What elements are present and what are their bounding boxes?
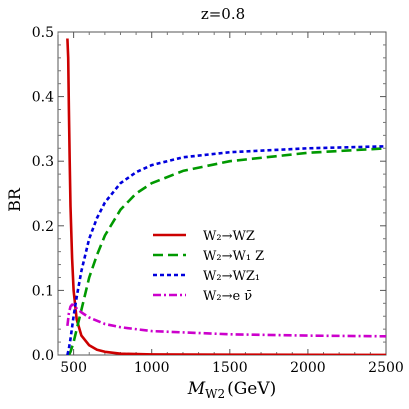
x-tick-label: 2500 — [368, 360, 404, 376]
y-axis-label: BR — [5, 187, 24, 212]
y-tick-label: 0.2 — [32, 219, 54, 235]
x-axis-label-sub: W2 — [205, 387, 225, 401]
y-tick-label: 0.4 — [32, 90, 54, 106]
legend-label-4: W₂→e ν̄ — [203, 289, 252, 304]
y-tick-label: 0.3 — [32, 154, 54, 170]
y-tick-label: 0.1 — [32, 283, 54, 299]
x-axis-label-main: M — [187, 379, 206, 399]
plot-frame — [57, 31, 387, 356]
legend-label-3: W₂→WZ₁ — [203, 269, 260, 284]
y-tick-label: 0.5 — [32, 25, 54, 41]
legend: W₂→WZ W₂→W₁ Z W₂→WZ₁ W₂→e ν̄ — [153, 229, 264, 304]
series-line-4 — [66, 303, 386, 338]
x-tick-label: 500 — [60, 360, 87, 376]
x-tick-label: 1500 — [212, 360, 248, 376]
series-line-2 — [67, 147, 386, 355]
y-tick-label: 0.0 — [32, 348, 54, 364]
legend-label-2: W₂→W₁ Z — [203, 249, 264, 264]
axes: 500 1000 1500 2000 2500 0.0 0.1 0.2 0.3 0.4 0.5 — [32, 25, 404, 376]
x-axis-label-unit: (GeV) — [227, 379, 276, 399]
series-line-3 — [66, 145, 386, 355]
x-tick-label: 1000 — [134, 360, 170, 376]
series-layer — [66, 38, 386, 355]
x-tick-label: 2000 — [290, 360, 326, 376]
series-line-1 — [66, 38, 386, 355]
chart-title: z=0.8 — [201, 5, 245, 23]
legend-label-1: W₂→WZ — [203, 229, 255, 244]
x-axis-label: MW2 (GeV) — [187, 379, 277, 401]
